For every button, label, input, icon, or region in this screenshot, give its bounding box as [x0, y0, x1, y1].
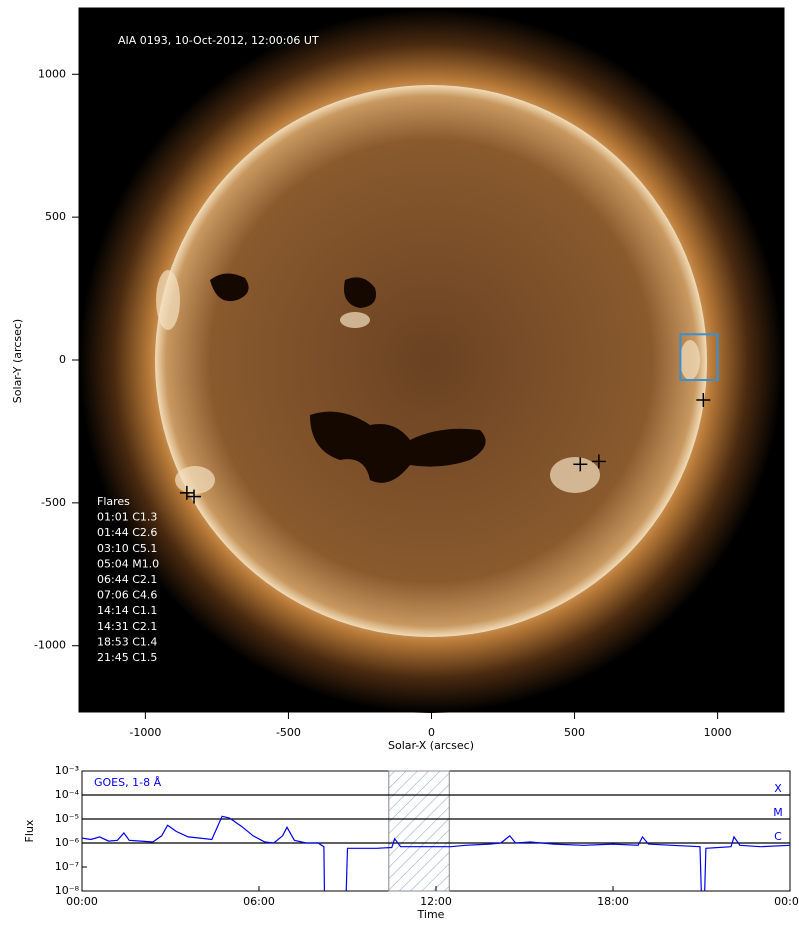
solar-image	[78, 7, 785, 713]
flux-line	[82, 815, 790, 891]
active-regions	[156, 270, 700, 494]
flare-list-item: 06:44 C2.1	[97, 573, 157, 586]
y-tick-label: 500	[45, 210, 66, 223]
y-tick-label: 10⁻⁵	[55, 812, 79, 825]
y-tick-label: -1000	[34, 639, 66, 652]
highlight-interval	[388, 770, 450, 892]
y-tick-label: 10⁻⁴	[55, 788, 80, 801]
class-level-label: C	[774, 830, 782, 843]
legend-label: GOES, 1-8 Å	[94, 776, 162, 789]
region-box	[679, 333, 719, 381]
flare-list-item: 01:01 C1.3	[97, 511, 157, 524]
y-tick-label: 10⁻³	[55, 764, 79, 777]
x-tick-label: 00:00	[774, 895, 799, 908]
y-tick-label: 10⁻⁷	[55, 860, 79, 873]
flare-list-item: 01:44 C2.6	[97, 526, 157, 539]
flare-list-item: 05:04 M1.0	[97, 557, 159, 570]
solar-disk	[155, 85, 707, 637]
class-level-label: X	[774, 782, 782, 795]
flare-list-item: 07:06 C4.6	[97, 589, 157, 602]
x-tick-label: -500	[276, 726, 301, 739]
y-axis-label: Flux	[23, 819, 36, 842]
x-tick-label: 1000	[704, 726, 732, 739]
x-tick-label: -1000	[129, 726, 161, 739]
flare-marker	[591, 454, 606, 469]
x-axis-label: Solar-X (arcsec)	[388, 739, 474, 752]
x-tick-label: 500	[564, 726, 585, 739]
x-axis-label: Time	[417, 908, 445, 921]
y-axis-label: Solar-Y (arcsec)	[11, 319, 24, 403]
flare-list-item: 14:31 C2.1	[97, 620, 157, 633]
flare-marker	[187, 489, 202, 504]
y-tick-label: 10⁻⁸	[55, 884, 80, 897]
y-tick-label: 1000	[38, 67, 66, 80]
y-tick-label: 10⁻⁶	[55, 836, 80, 849]
flare-marker	[696, 393, 711, 407]
flare-marker	[573, 457, 588, 472]
flare-marker	[179, 485, 194, 500]
x-tick-label: 00:00	[66, 895, 98, 908]
flare-list-item: Flares	[97, 495, 130, 508]
class-level-label: M	[773, 806, 783, 819]
flare-list-item: 21:45 C1.5	[97, 651, 157, 664]
x-tick-label: 06:00	[243, 895, 275, 908]
flare-list-item: 18:53 C1.4	[97, 635, 157, 648]
x-tick-label: 12:00	[420, 895, 452, 908]
y-tick-label: -500	[41, 496, 66, 509]
flare-list-item: 14:14 C1.1	[97, 604, 157, 617]
coronal-holes	[210, 273, 486, 483]
y-tick-label: 0	[59, 353, 66, 366]
x-tick-label: 18:00	[597, 895, 629, 908]
x-tick-label: 0	[428, 726, 435, 739]
flare-list-item: 03:10 C5.1	[97, 542, 157, 555]
image-title: AIA 0193, 10-Oct-2012, 12:00:06 UT	[118, 34, 319, 47]
